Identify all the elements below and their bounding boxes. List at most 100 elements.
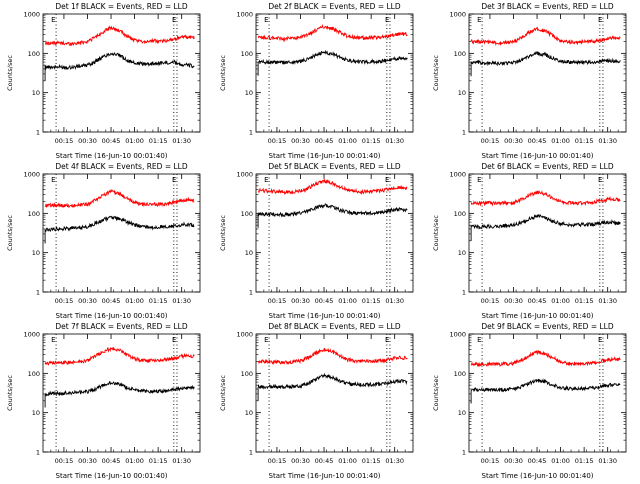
detector-panel-1: Det 1f BLACK = Events, RED = LLD Counts/s…: [0, 0, 213, 160]
y-tick-label: 10: [32, 409, 40, 417]
x-tick-label: 01:30: [172, 457, 191, 465]
y-tick-label: 100: [241, 50, 253, 58]
y-tick-label: 1000: [236, 11, 253, 19]
x-tick-label: 00:15: [268, 457, 287, 465]
x-tick-label: 00:30: [504, 297, 523, 305]
event-marker-label: E: [385, 16, 389, 24]
y-tick-label: 1: [462, 449, 466, 457]
x-tick-label: 00:45: [315, 137, 334, 145]
chart-title: Det 8f BLACK = Events, RED = LLD: [268, 322, 401, 331]
y-axis-label: Counts/sec: [432, 375, 440, 411]
x-tick-label: 00:45: [102, 297, 121, 305]
x-tick-label: 00:45: [102, 137, 121, 145]
x-tick-label: 00:30: [78, 297, 97, 305]
event-marker-label: E: [598, 336, 602, 344]
x-tick-label: 01:15: [575, 297, 594, 305]
events-series-line: [470, 378, 621, 404]
x-tick-label: 01:30: [385, 297, 404, 305]
events-series-line: [257, 203, 408, 228]
x-axis-label: Start Time (16-Jun-10 00:01:40): [482, 472, 594, 480]
y-axis-label: Counts/sec: [432, 215, 440, 251]
y-tick-label: 100: [241, 370, 253, 378]
event-marker-label: E: [264, 16, 268, 24]
event-marker-label: E: [385, 336, 389, 344]
x-tick-label: 01:30: [598, 457, 617, 465]
x-tick-label: 01:30: [385, 457, 404, 465]
x-axis-label: Start Time (16-Jun-10 00:01:40): [269, 472, 381, 480]
events-series-line: [470, 51, 621, 77]
x-tick-label: 01:30: [385, 137, 404, 145]
lld-series-line: [470, 26, 621, 47]
x-tick-label: 00:30: [291, 297, 310, 305]
x-tick-label: 01:00: [338, 297, 357, 305]
events-series-line: [44, 51, 195, 81]
y-axis-label: Counts/sec: [6, 375, 14, 411]
x-tick-label: 00:45: [102, 457, 121, 465]
chart-title: Det 5f BLACK = Events, RED = LLD: [268, 162, 401, 171]
chart-svg: Det 1f BLACK = Events, RED = LLD Counts/s…: [6, 2, 201, 160]
x-axis-label: Start Time (16-Jun-10 00:01:40): [482, 152, 594, 160]
x-axis-label: Start Time (16-Jun-10 00:01:40): [56, 152, 168, 160]
x-tick-label: 01:15: [575, 457, 594, 465]
lld-series-line: [257, 347, 408, 366]
lld-series-line: [257, 24, 408, 43]
x-tick-label: 00:45: [528, 297, 547, 305]
y-axis-label: Counts/sec: [219, 215, 227, 251]
event-marker-label: E: [385, 176, 389, 184]
y-tick-label: 10: [458, 89, 466, 97]
x-tick-label: 00:15: [481, 137, 500, 145]
chart-title: Det 2f BLACK = Events, RED = LLD: [268, 2, 401, 11]
y-tick-label: 1000: [449, 11, 466, 19]
event-marker-label: E: [172, 336, 176, 344]
y-tick-label: 100: [28, 50, 40, 58]
event-marker-label: E: [477, 176, 481, 184]
chart-svg: Det 3f BLACK = Events, RED = LLD Counts/s…: [432, 2, 627, 160]
event-marker-label: E: [264, 176, 268, 184]
lld-series-line: [470, 190, 621, 207]
x-tick-label: 01:00: [551, 297, 570, 305]
y-tick-label: 1000: [449, 331, 466, 339]
events-series-line: [44, 215, 195, 244]
y-tick-label: 1: [249, 449, 253, 457]
x-tick-label: 00:15: [55, 457, 74, 465]
chart-svg: Det 4f BLACK = Events, RED = LLD Counts/s…: [6, 162, 201, 320]
x-tick-label: 01:30: [172, 297, 191, 305]
chart-svg: Det 9f BLACK = Events, RED = LLD Counts/s…: [432, 322, 627, 480]
event-marker-label: E: [51, 336, 55, 344]
lld-series-line: [44, 346, 195, 366]
x-tick-label: 01:00: [551, 137, 570, 145]
x-tick-label: 00:15: [268, 137, 287, 145]
y-axis-label: Counts/sec: [219, 375, 227, 411]
y-tick-label: 100: [28, 370, 40, 378]
x-axis-label: Start Time (16-Jun-10 00:01:40): [56, 312, 168, 320]
x-axis-label: Start Time (16-Jun-10 00:01:40): [269, 312, 381, 320]
x-tick-label: 00:45: [315, 297, 334, 305]
x-tick-label: 00:30: [504, 137, 523, 145]
y-tick-label: 1: [36, 289, 40, 297]
detector-panel-5: Det 5f BLACK = Events, RED = LLD Counts/s…: [213, 160, 426, 320]
x-tick-label: 01:15: [149, 457, 168, 465]
event-marker-label: E: [264, 336, 268, 344]
detector-panel-2: Det 2f BLACK = Events, RED = LLD Counts/s…: [213, 0, 426, 160]
y-axis-label: Counts/sec: [219, 55, 227, 91]
x-tick-label: 00:45: [528, 137, 547, 145]
x-tick-label: 01:15: [362, 457, 381, 465]
events-series-line: [44, 381, 195, 408]
x-tick-label: 01:30: [598, 137, 617, 145]
y-tick-label: 1000: [449, 171, 466, 179]
plot-frame: [468, 333, 627, 453]
event-marker-label: E: [172, 176, 176, 184]
y-tick-label: 10: [32, 89, 40, 97]
chart-svg: Det 8f BLACK = Events, RED = LLD Counts/s…: [219, 322, 414, 480]
y-tick-label: 1: [249, 289, 253, 297]
x-tick-label: 01:00: [125, 137, 144, 145]
y-tick-label: 1: [462, 129, 466, 137]
detector-panel-9: Det 9f BLACK = Events, RED = LLD Counts/s…: [426, 320, 639, 480]
events-series-line: [257, 49, 408, 76]
event-marker-label: E: [51, 176, 55, 184]
detector-panel-4: Det 4f BLACK = Events, RED = LLD Counts/s…: [0, 160, 213, 320]
y-axis-label: Counts/sec: [6, 215, 14, 251]
x-tick-label: 01:00: [551, 457, 570, 465]
chart-svg: Det 6f BLACK = Events, RED = LLD Counts/s…: [432, 162, 627, 320]
chart-svg: Det 7f BLACK = Events, RED = LLD Counts/s…: [6, 322, 201, 480]
